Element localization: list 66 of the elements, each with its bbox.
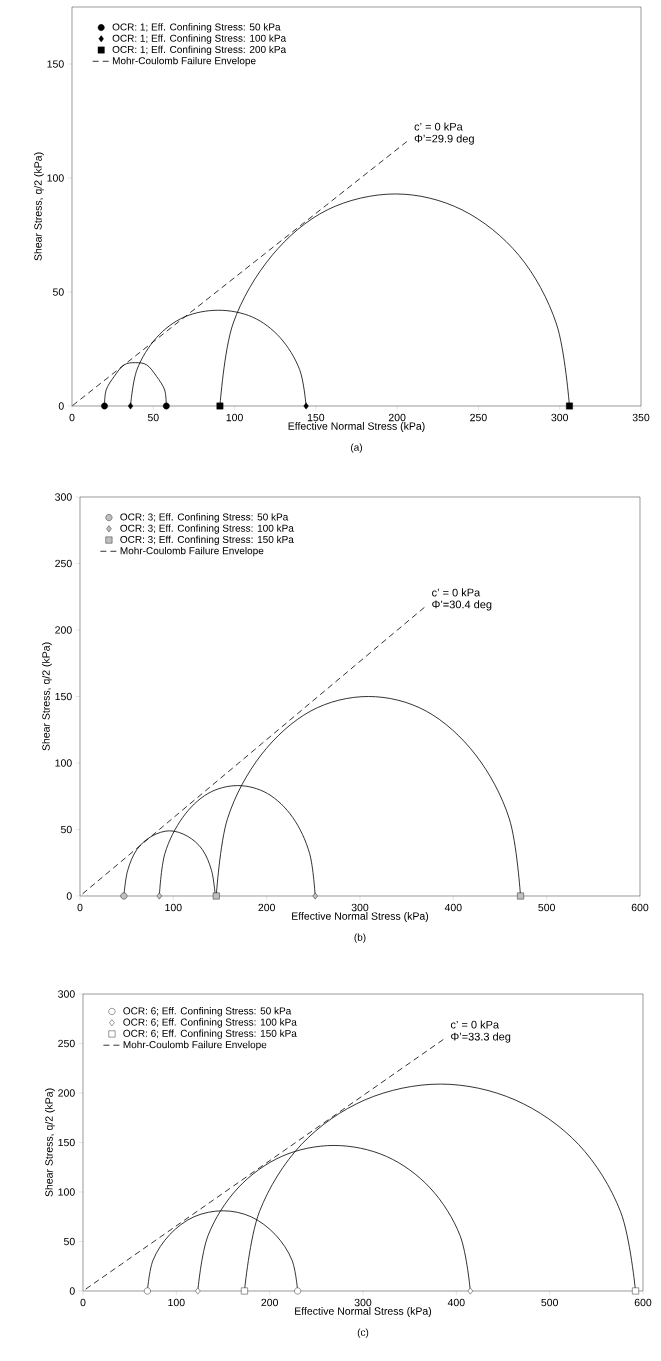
x-tick-label: 200 <box>388 413 406 422</box>
y-tick-label: 100 <box>55 759 72 767</box>
annotation: c’ = 0 kPa <box>432 588 481 597</box>
legend-label: OCR: 6; Eff. Confining Stress: 150 kPa <box>123 1029 297 1039</box>
x-tick-label: 150 <box>307 413 325 422</box>
legend-label: Mohr-Coulomb Failure Envelope <box>123 1040 267 1051</box>
y-tick-label: 300 <box>55 493 72 501</box>
y-tick-label: 0 <box>69 1287 75 1295</box>
legend-label: OCR: 6; Eff. Confining Stress: 100 kPa <box>123 1018 297 1028</box>
x-tick-label: 300 <box>354 1298 372 1307</box>
y-axis-title: Shear Stress, q/2 (kPa) <box>45 1088 55 1197</box>
y-tick-label: 200 <box>55 626 72 634</box>
y-tick-label: 250 <box>58 1039 75 1048</box>
legend-label: OCR: 1; Eff. Confining Stress: 100 kPa <box>112 34 287 44</box>
y-tick-label: 0 <box>58 402 64 410</box>
x-tick-label: 350 <box>632 413 650 422</box>
text: (c) <box>357 1328 369 1338</box>
legend-label: OCR: 3; Eff. Confining Stress: 150 kPa <box>120 535 294 545</box>
y-tick-label: 50 <box>60 825 72 834</box>
x-tick-label: 400 <box>447 1298 465 1307</box>
legend-label: OCR: 6; Eff. Confining Stress: 50 kPa <box>123 1007 292 1017</box>
y-tick-label: 200 <box>58 1089 75 1097</box>
legend-label: Mohr-Coulomb Failure Envelope <box>120 546 264 557</box>
x-tick-label: 300 <box>551 413 569 422</box>
x-axis-title: Effective Normal Stress (kPa) <box>292 912 429 922</box>
x-tick-label: 600 <box>631 903 649 912</box>
legend-label: OCR: 3; Eff. Confining Stress: 100 kPa <box>120 524 294 534</box>
legend-label: OCR: 1; Eff. Confining Stress: 50 kPa <box>112 23 281 33</box>
x-tick-label: 0 <box>80 1298 86 1307</box>
x-tick-label: 100 <box>165 903 182 912</box>
legend-label: Mohr-Coulomb Failure Envelope <box>112 56 256 67</box>
y-tick-label: 150 <box>58 1138 75 1147</box>
annotation: c’ = 0 kPa <box>450 1020 500 1029</box>
y-tick-label: 0 <box>66 892 72 900</box>
x-tick-label: 200 <box>261 1298 278 1307</box>
y-tick-label: 300 <box>58 990 75 998</box>
x-tick-label: 200 <box>258 903 275 912</box>
annotation: Φ’=29.9 deg <box>414 134 474 145</box>
y-tick-label: 150 <box>47 60 64 68</box>
x-tick-label: 600 <box>634 1298 652 1307</box>
annotation: Φ’=33.3 deg <box>451 1032 511 1043</box>
x-tick-label: 500 <box>541 1298 558 1307</box>
x-tick-label: 400 <box>444 903 462 912</box>
y-tick-label: 50 <box>63 1237 75 1246</box>
y-tick-label: 50 <box>52 288 64 296</box>
x-tick-label: 300 <box>351 903 369 912</box>
annotation: Φ’=30.4 deg <box>432 600 492 611</box>
y-tick-label: 250 <box>55 559 72 568</box>
x-tick-label: 100 <box>168 1298 185 1307</box>
y-tick-label: 100 <box>47 174 64 182</box>
x-tick-label: 500 <box>538 903 555 912</box>
y-tick-label: 100 <box>58 1188 75 1196</box>
x-tick-label: 250 <box>470 413 487 422</box>
x-tick-label: 0 <box>77 903 83 912</box>
x-tick-label: 100 <box>226 413 243 422</box>
text: (a) <box>351 443 362 453</box>
y-axis-title: Shear Stress, q/2 (kPa) <box>42 642 52 751</box>
legend-label: OCR: 3; Eff. Confining Stress: 50 kPa <box>120 513 289 523</box>
y-tick-label: 150 <box>55 692 72 701</box>
legend-label: OCR: 1; Eff. Confining Stress: 200 kPa <box>112 45 287 55</box>
x-tick-label: 50 <box>147 413 159 422</box>
x-axis-title: Effective Normal Stress (kPa) <box>295 1307 432 1317</box>
text: (b) <box>354 933 366 943</box>
annotation: c’ = 0 kPa <box>414 122 463 131</box>
y-axis-title: Shear Stress, q/2 (kPa) <box>34 152 44 261</box>
x-axis-title: Effective Normal Stress (kPa) <box>288 422 425 432</box>
